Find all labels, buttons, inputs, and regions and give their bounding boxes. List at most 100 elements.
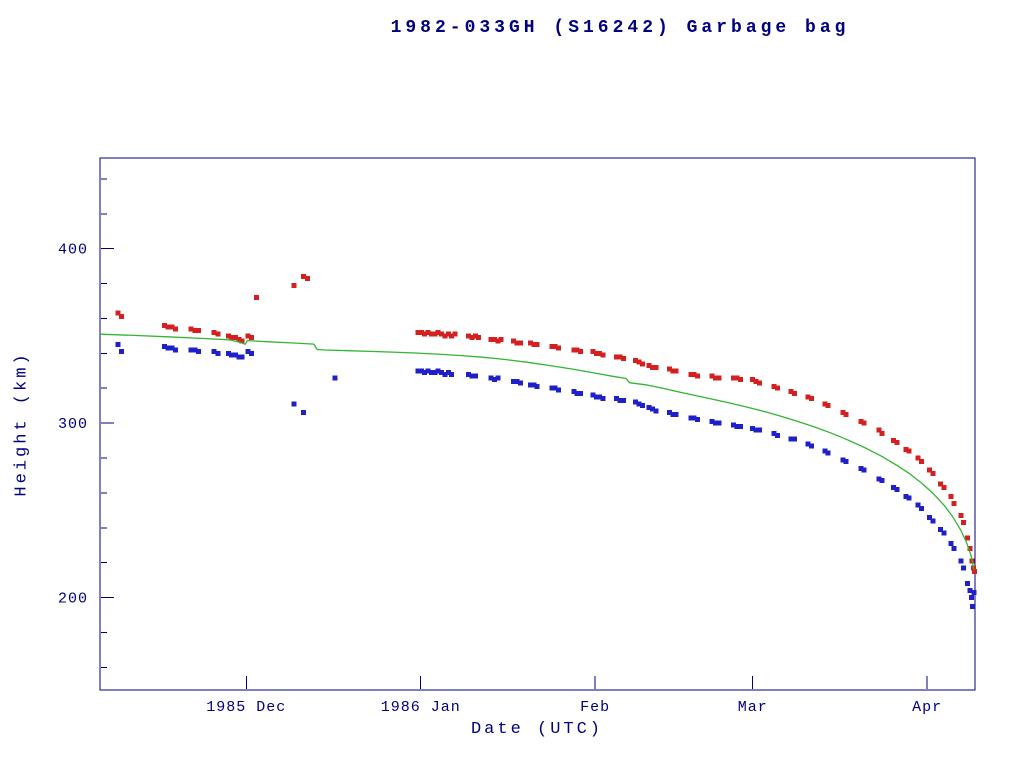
data-point: [941, 530, 947, 536]
data-point: [915, 502, 921, 508]
blue-squares-series: [115, 342, 977, 609]
data-point: [169, 345, 175, 351]
data-point: [476, 335, 482, 341]
data-point: [965, 581, 971, 587]
data-point: [879, 431, 885, 437]
x-axis-label: Date (UTC): [470, 720, 604, 739]
data-point: [858, 418, 864, 424]
data-point: [614, 354, 620, 360]
data-point: [511, 378, 517, 384]
data-point: [825, 450, 831, 456]
data-point: [211, 329, 217, 335]
data-point: [734, 424, 740, 430]
y-minor-ticks: [101, 178, 107, 668]
data-point: [791, 391, 797, 396]
data-point: [951, 500, 957, 506]
data-point: [894, 439, 900, 445]
x-tick-label: Feb: [580, 699, 610, 716]
data-point: [695, 373, 701, 379]
data-point: [958, 513, 964, 519]
data-point: [162, 322, 168, 328]
data-point: [511, 338, 517, 344]
data-point: [646, 404, 652, 410]
data-point: [534, 342, 540, 348]
data-point: [578, 391, 583, 396]
data-point: [452, 331, 458, 337]
data-point: [571, 347, 577, 353]
data-point: [951, 546, 957, 552]
data-point: [215, 331, 221, 337]
data-point: [695, 417, 701, 423]
data-point: [926, 467, 932, 473]
data-point: [791, 436, 797, 442]
data-point: [514, 378, 520, 384]
data-point: [428, 331, 434, 337]
data-point: [967, 546, 973, 552]
data-point: [753, 427, 759, 433]
data-point: [788, 389, 794, 395]
mean-height-line: [99, 333, 975, 570]
data-point: [301, 410, 307, 416]
data-point: [938, 527, 944, 532]
data-point: [245, 333, 251, 339]
data-point: [788, 436, 794, 442]
data-point: [556, 345, 562, 351]
data-point: [948, 493, 954, 499]
data-point: [691, 415, 697, 421]
data-point: [165, 345, 171, 351]
data-point: [172, 347, 178, 353]
data-point: [418, 329, 424, 335]
data-point: [552, 385, 558, 391]
data-point: [517, 380, 523, 386]
data-point: [517, 340, 523, 346]
data-point: [636, 401, 642, 407]
data-point: [291, 282, 297, 288]
data-point: [890, 438, 896, 444]
data-point: [737, 377, 743, 382]
data-point: [531, 342, 537, 348]
data-point: [162, 343, 168, 349]
data-point: [731, 422, 737, 428]
data-point: [737, 424, 743, 430]
data-point: [639, 403, 645, 409]
data-point: [593, 394, 599, 400]
data-point: [948, 541, 954, 546]
data-point: [188, 347, 194, 353]
data-point: [233, 335, 239, 341]
data-point: [531, 382, 537, 388]
green-line-series: [99, 333, 975, 570]
data-point: [495, 338, 501, 344]
data-point: [597, 350, 603, 356]
data-point: [771, 384, 777, 389]
data-point: [428, 370, 434, 375]
data-point: [840, 457, 846, 463]
data-point: [757, 427, 762, 433]
data-point: [620, 356, 626, 362]
data-point: [805, 441, 811, 447]
data-point: [731, 375, 737, 381]
data-point: [534, 384, 540, 389]
data-point: [825, 403, 831, 409]
chart-title: 1982-033GH (S16242) Garbage bag: [390, 18, 850, 38]
data-point: [432, 370, 438, 375]
data-point: [233, 352, 239, 358]
data-point: [425, 329, 431, 335]
data-point: [670, 368, 676, 374]
data-point: [890, 485, 896, 491]
data-point: [716, 375, 722, 381]
data-point: [571, 389, 577, 395]
data-point: [750, 377, 756, 382]
data-point: [556, 387, 562, 393]
data-point: [876, 476, 882, 482]
data-point: [653, 408, 659, 414]
data-point: [757, 380, 762, 386]
data-point: [688, 415, 694, 421]
data-point: [172, 326, 178, 332]
data-point: [941, 485, 947, 491]
data-point: [439, 370, 445, 375]
data-point: [808, 396, 814, 402]
y-tick-label: 200: [58, 591, 88, 608]
y-tick-label: 400: [58, 242, 88, 259]
data-point: [600, 352, 606, 358]
data-point: [578, 349, 583, 355]
